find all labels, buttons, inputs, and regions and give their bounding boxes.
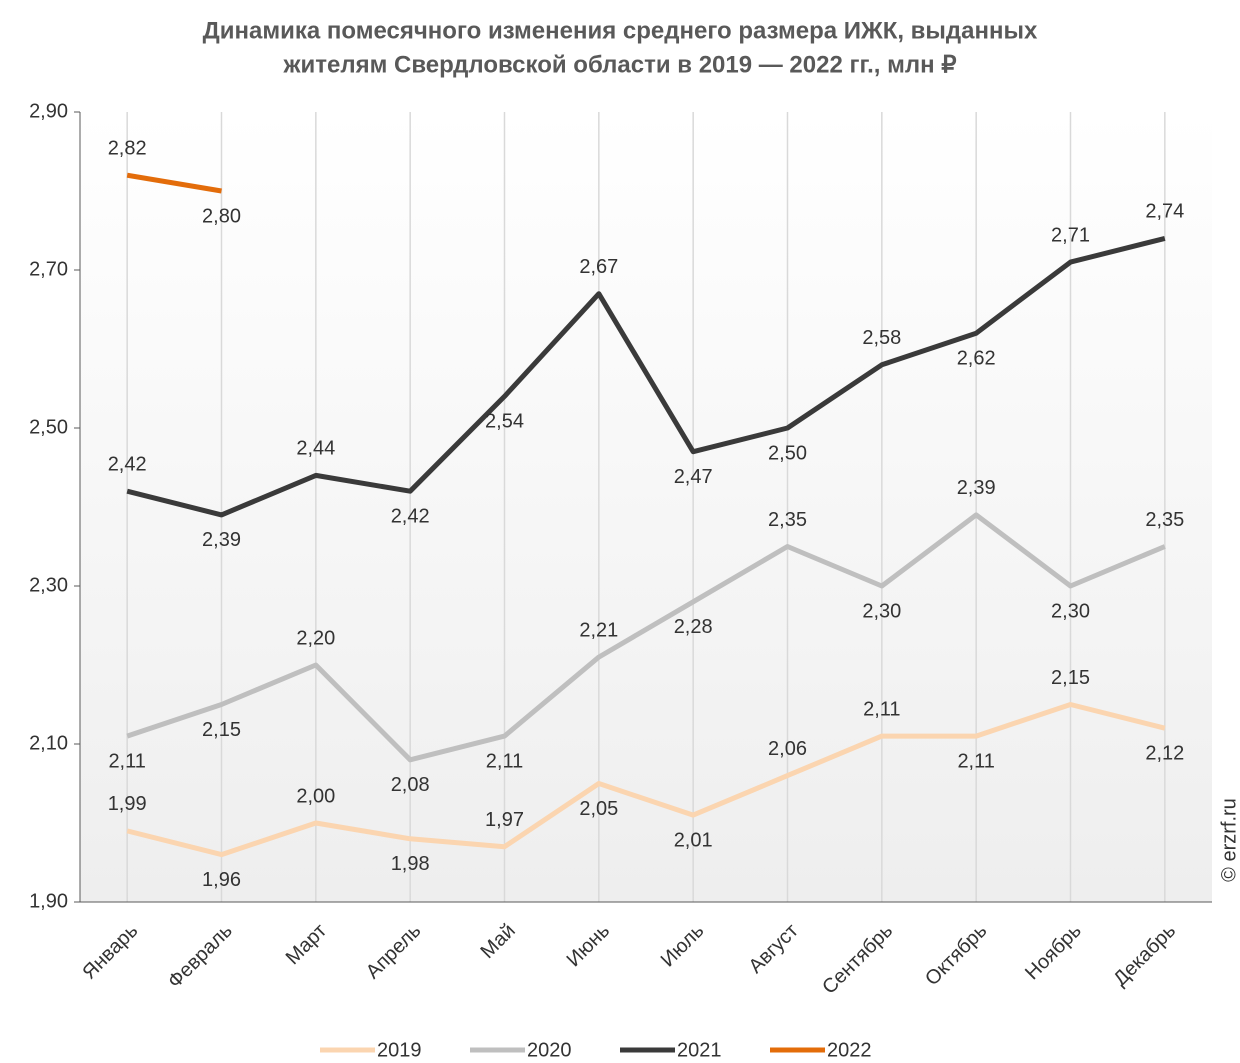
x-tick-label: Ноябрь [1021,920,1086,985]
data-label: 2,54 [485,411,524,433]
y-tick-label: 2,90 [29,100,68,122]
x-tick-label: Июнь [563,920,615,972]
data-label: 1,98 [391,853,430,875]
legend-label: 2020 [527,1039,572,1061]
legend-label: 2021 [677,1039,722,1061]
data-label: 2,00 [296,785,335,807]
data-label: 2,47 [674,466,713,488]
data-label: 2,30 [862,600,901,622]
data-label: 2,15 [1051,667,1090,689]
x-tick-label: Февраль [164,920,237,993]
series-line [126,172,222,194]
y-tick-label: 2,10 [29,732,68,754]
data-label: 2,11 [486,750,523,772]
data-label: 2,67 [579,256,618,278]
chart-title: жителям Свердловской области в 2019 — 20… [282,51,956,78]
series-line [126,235,1166,518]
data-label: 2,82 [108,137,147,159]
data-label: 2,42 [108,453,147,475]
data-label: 2,71 [1051,224,1090,246]
y-tick-label: 2,70 [29,258,68,280]
chart-title: Динамика помесячного изменения среднего … [203,17,1038,44]
x-tick-label: Январь [78,920,142,984]
legend-label: 2019 [377,1039,422,1061]
data-label: 2,11 [108,750,145,772]
x-tick-label: Март [282,920,331,969]
data-label: 1,96 [202,869,241,891]
data-label: 2,39 [202,529,241,551]
data-label: 2,44 [296,438,335,460]
x-tick-label: Июль [657,920,709,972]
plot-area [80,112,1212,902]
data-label: 2,08 [391,774,430,796]
series-line [126,702,1166,858]
legend-label: 2022 [827,1039,872,1061]
data-label: 2,12 [1145,742,1184,764]
data-label: 2,20 [296,627,335,649]
series-line [126,512,1166,763]
x-tick-label: Май [477,920,520,963]
data-label: 2,42 [391,505,430,527]
data-label: 2,30 [1051,600,1090,622]
data-label: 2,39 [957,477,996,499]
y-tick-label: 1,90 [29,890,68,912]
data-label: 2,11 [957,750,994,772]
data-label: 2,80 [202,205,241,227]
data-label: 1,99 [108,793,147,815]
data-label: 2,50 [768,442,807,464]
data-label: 2,06 [768,738,807,760]
data-label: 2,28 [674,616,713,638]
data-label: 2,11 [863,698,900,720]
x-tick-label: Декабрь [1109,920,1180,991]
x-tick-label: Сентябрь [818,920,897,999]
data-label: 1,97 [485,809,524,831]
data-label: 2,21 [579,619,618,641]
x-tick-label: Апрель [362,920,426,984]
data-label: 2,58 [862,327,901,349]
data-label: 2,01 [674,829,713,851]
data-label: 2,35 [768,509,807,531]
y-tick-label: 2,30 [29,574,68,596]
data-label: 2,74 [1145,201,1184,223]
x-tick-label: Август [745,920,803,978]
data-label: 2,62 [957,347,996,369]
y-tick-label: 2,50 [29,416,68,438]
source: © erzrf.ru [1218,798,1240,882]
data-label: 2,35 [1145,509,1184,531]
data-label: 2,15 [202,719,241,741]
x-tick-label: Октябрь [921,920,991,990]
data-label: 2,05 [579,798,618,820]
